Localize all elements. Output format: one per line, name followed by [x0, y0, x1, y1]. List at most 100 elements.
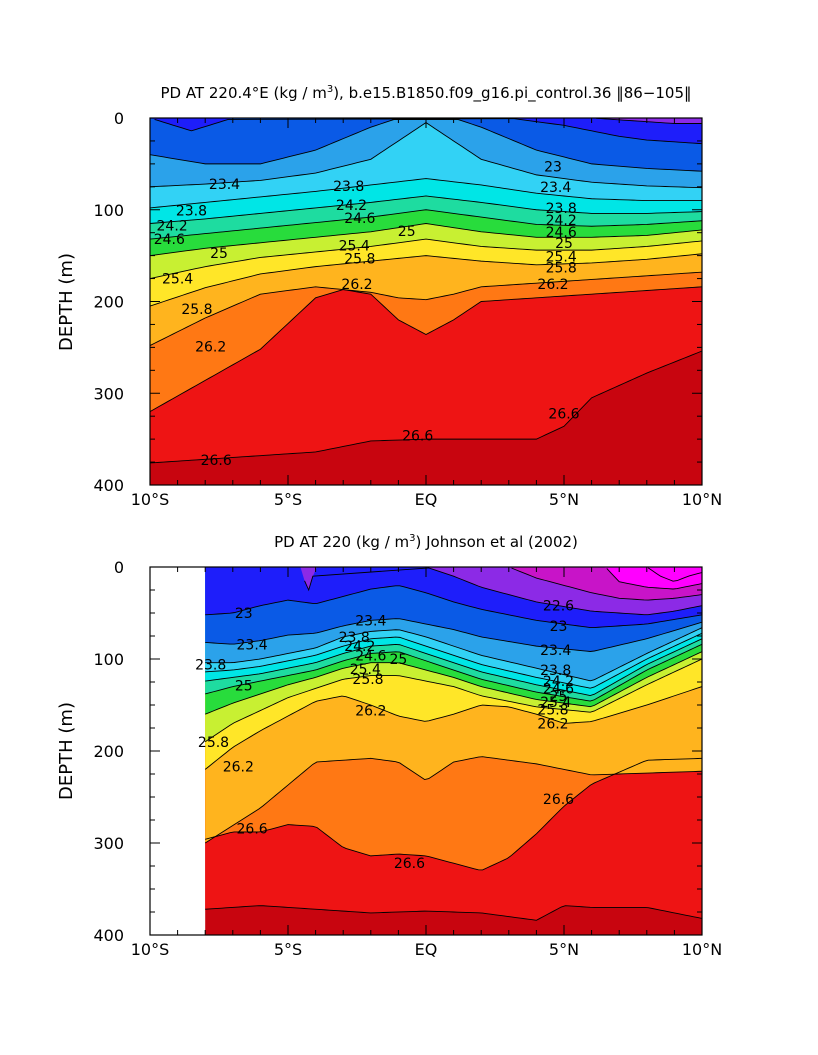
isopycnal-line	[205, 632, 702, 689]
density-section-model: PD AT 220.4°E (kg / m3), b.e15.B1850.f09…	[56, 84, 722, 509]
isopycnal-line	[205, 643, 702, 702]
contour-label: 25.8	[352, 672, 383, 688]
x-tick-label: 5°N	[549, 940, 579, 959]
contour-label: 25.8	[181, 302, 212, 318]
contour-label: 25.4	[162, 272, 193, 288]
contour-label: 24.2	[336, 198, 367, 214]
contour-label: 26.2	[355, 704, 386, 720]
contour-label: 26.2	[341, 277, 372, 293]
contour-label: 25.8	[344, 251, 375, 267]
contour-label: 25.4	[540, 695, 571, 711]
contour-label: 26.6	[543, 792, 574, 808]
isopycnal-line	[204, 686, 702, 770]
y-tick-label: 100	[93, 650, 124, 669]
isopycnal-line	[154, 118, 702, 145]
y-tick-label: 400	[93, 476, 124, 495]
density-fill-layers	[205, 567, 702, 935]
contour-label: 26.2	[537, 277, 568, 293]
y-tick-label: 0	[114, 558, 124, 577]
contour-label: 24.6	[355, 648, 386, 664]
isopycnal-lines	[204, 567, 702, 921]
density-fill-layers	[150, 118, 702, 485]
axes: 10°S 5°S EQ 5°N 10°N 0 100 200 300 400	[93, 109, 722, 509]
isopycnal-line	[304, 567, 702, 616]
contour-label: 25	[210, 246, 228, 262]
contour-label: 26.6	[402, 429, 433, 445]
x-tick-label: EQ	[415, 940, 438, 959]
isopycnal-line	[150, 178, 702, 209]
contour-label: 25.8	[198, 735, 229, 751]
x-tick-label: 10°S	[131, 940, 170, 959]
contour-label: 24.2	[543, 674, 574, 690]
isopycnal-line	[205, 757, 702, 871]
contour-label: 23.8	[540, 663, 571, 679]
contour-label: 25.4	[350, 662, 381, 678]
contour-label: 26.6	[237, 821, 268, 837]
isopycnal-line	[150, 209, 702, 240]
density-band	[150, 118, 702, 172]
isopycnal-line	[647, 567, 702, 582]
contour-label: 25	[398, 224, 416, 240]
contour-label: 24.2	[546, 213, 577, 229]
contour-label: 23	[550, 619, 568, 635]
y-axis-label: DEPTH (m)	[56, 253, 77, 351]
contour-label: 25	[235, 679, 253, 695]
contour-label: 26.6	[394, 856, 425, 872]
x-tick-label: 5°N	[549, 490, 579, 509]
isopycnal-line	[596, 118, 702, 124]
contour-label: 23	[544, 160, 562, 176]
isopycnal-line	[150, 238, 702, 279]
isopycnal-line	[150, 286, 702, 412]
contour-label: 23.4	[209, 177, 240, 193]
contour-label: 23.8	[195, 658, 226, 674]
contour-label: 23.4	[540, 180, 571, 196]
contour-label: 23.4	[237, 637, 268, 653]
isopycnal-line	[150, 253, 702, 307]
chart-title-model: PD AT 220.4°E (kg / m3), b.e15.B1850.f09…	[160, 84, 691, 103]
contour-label: 24.6	[344, 211, 375, 227]
y-tick-label: 300	[93, 834, 124, 853]
contour-label: 25.8	[537, 703, 568, 719]
contour-label: 25	[550, 689, 568, 705]
x-tick-label: 10°S	[131, 490, 170, 509]
isopycnal-line	[606, 568, 702, 590]
isopycnal-line	[205, 585, 702, 628]
contour-label: 23.8	[176, 204, 207, 220]
y-tick-label: 300	[93, 384, 124, 403]
contour-label: 23.4	[540, 643, 571, 659]
x-tick-label: 5°S	[274, 940, 302, 959]
x-tick-label: 10°N	[682, 940, 722, 959]
y-axis-label: DEPTH (m)	[56, 702, 77, 800]
contour-label: 22.6	[543, 599, 574, 615]
contour-label: 25.4	[546, 250, 577, 266]
isopycnal-line	[205, 627, 702, 682]
contour-label: 26.2	[537, 716, 568, 732]
contour-label: 26.2	[195, 340, 226, 356]
isopycnal-line	[204, 658, 702, 743]
isopycnal-line	[150, 195, 702, 224]
x-tick-label: EQ	[415, 490, 438, 509]
x-tick-label: 10°N	[682, 490, 722, 509]
contour-label: 23.4	[355, 613, 386, 629]
contour-label: 24.6	[154, 232, 185, 248]
isopycnal-line	[150, 223, 702, 257]
isopycnal-line	[511, 567, 702, 601]
isopycnal-line	[205, 651, 702, 715]
contour-label: 23	[235, 606, 253, 622]
contour-label: 26.2	[223, 760, 254, 776]
y-tick-label: 200	[93, 293, 124, 312]
y-tick-label: 200	[93, 742, 124, 761]
contour-label: 24.6	[546, 225, 577, 241]
y-tick-label: 400	[93, 926, 124, 945]
contour-label: 25.8	[546, 261, 577, 277]
contour-label: 24.2	[344, 639, 375, 655]
contour-label: 25.4	[339, 239, 370, 255]
contour-label: 23.8	[339, 630, 370, 646]
contour-label: 24.2	[157, 218, 188, 234]
isopycnal-line	[205, 618, 702, 652]
contour-label: 26.6	[201, 453, 232, 469]
isopycnal-line	[150, 350, 702, 464]
chart-title-observed: PD AT 220 (kg / m3) Johnson et al (2002)	[274, 533, 578, 551]
